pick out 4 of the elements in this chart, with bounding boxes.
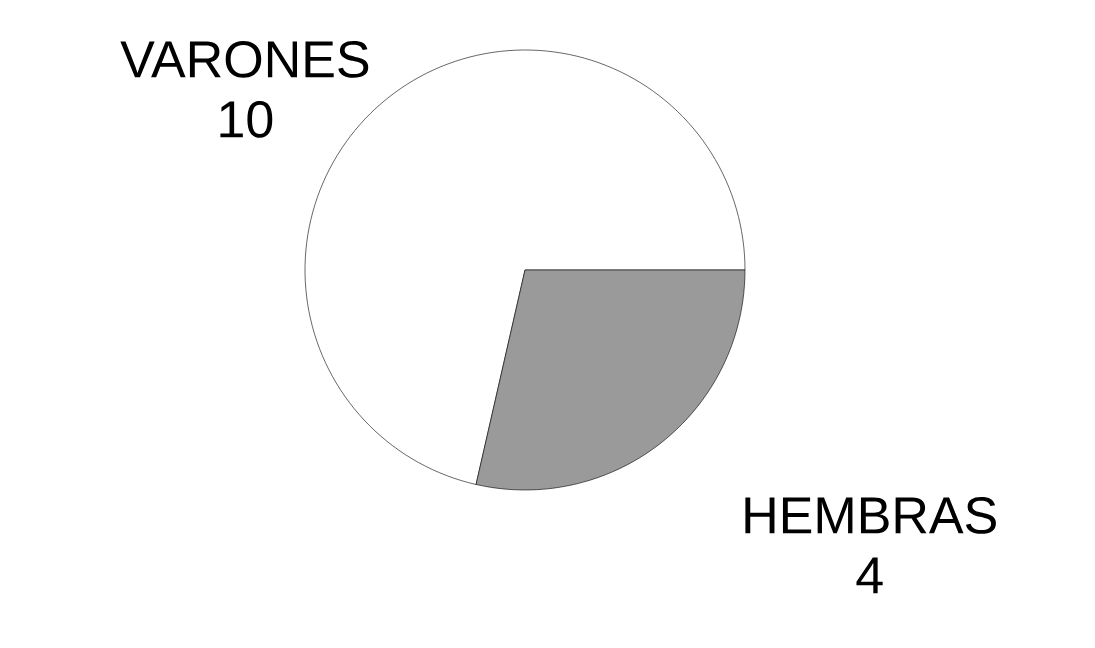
slice-label: VARONES <box>120 40 369 78</box>
data-label: 10 <box>220 100 273 138</box>
data-label: 4 <box>856 557 883 594</box>
slice-label: HEMBRAS <box>745 497 996 534</box>
